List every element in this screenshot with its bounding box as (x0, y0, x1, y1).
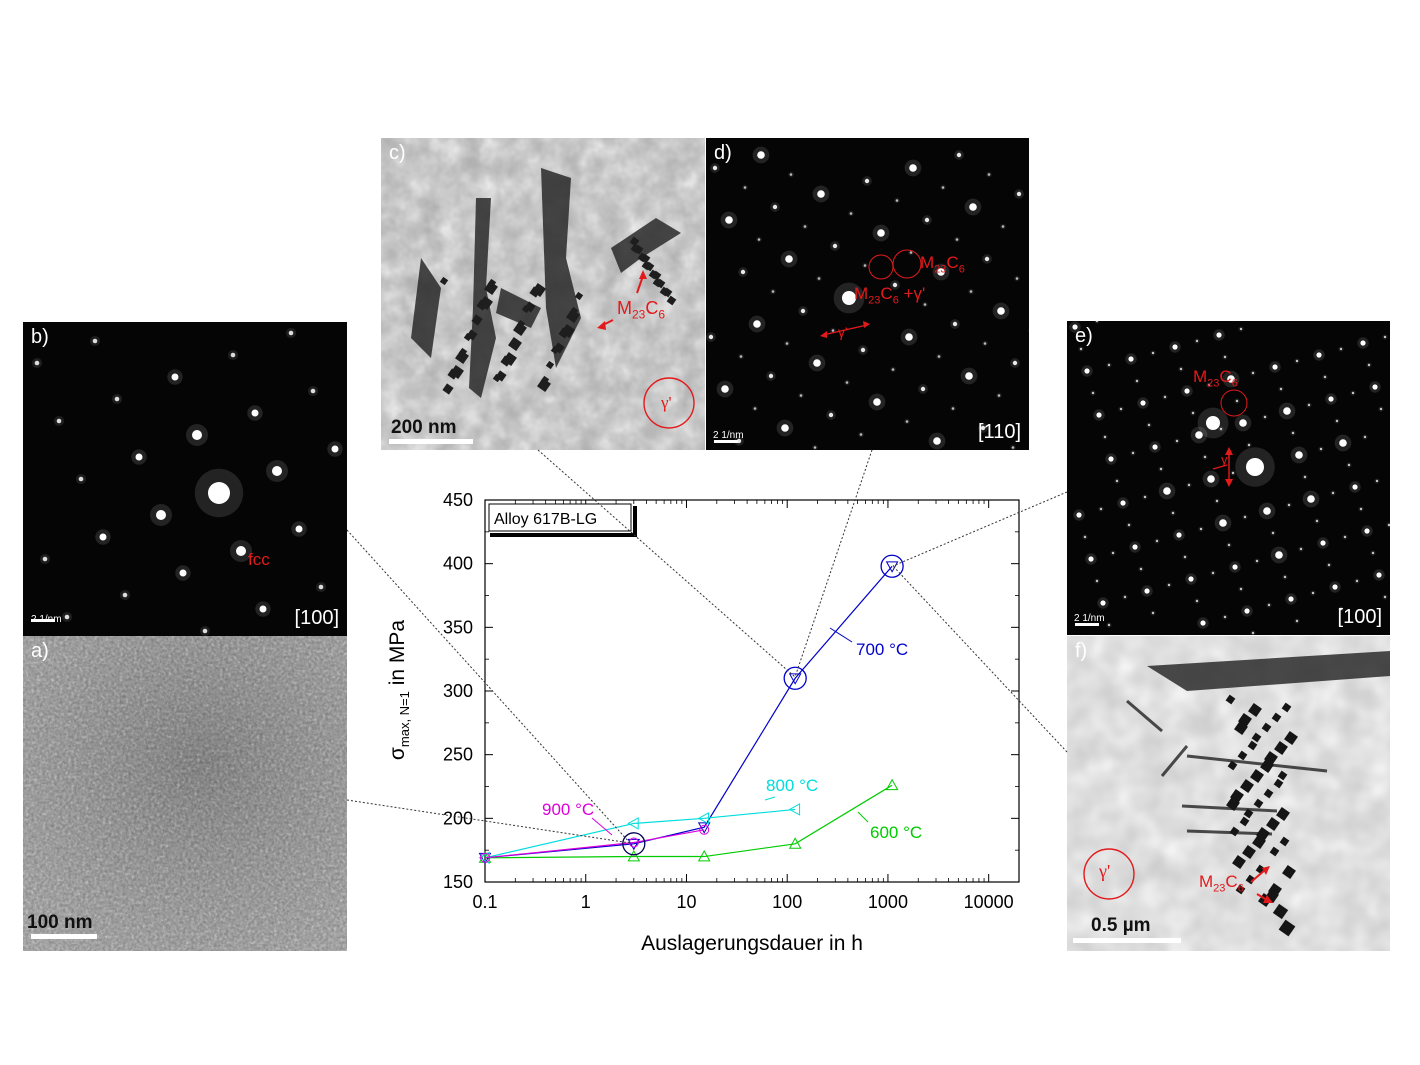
highlight-circle (622, 832, 646, 856)
x-tick-label: 1 (581, 892, 591, 912)
panel-d-diffraction: d) [110] 2 1/nm M23C6 M23C6 +γ' γ' (706, 138, 1029, 450)
annotation-m23c6-gamma-d: M23C6 +γ' (854, 284, 926, 307)
legend-box-text: Alloy 617B-LG (494, 511, 597, 528)
y-tick-label: 300 (443, 681, 473, 701)
series-label-600: 600 °C (870, 823, 922, 842)
annotation-fcc: fcc (248, 550, 270, 569)
y-tick-label: 250 (443, 745, 473, 765)
series-label-700: 700 °C (856, 640, 908, 659)
data-point (480, 852, 490, 863)
data-point (697, 822, 711, 834)
data-point (627, 838, 641, 851)
panel-label-b: b) (31, 326, 49, 348)
data-point (697, 850, 711, 862)
data-point (699, 824, 710, 835)
x-tick-label: 0.1 (472, 892, 497, 912)
y-axis-label: σmax, N=1 in MPa (386, 620, 412, 760)
y-tick-label: 400 (443, 554, 473, 574)
annotation-m23c6-f: M23C6 (1199, 872, 1244, 895)
scale-label-e: 2 1/nm (1074, 613, 1105, 624)
panel-a-micrograph: a) 100 nm (23, 636, 347, 951)
annotation-gamma-prime-c: γ' (661, 393, 672, 412)
scale-label-b: 2 1/nm (31, 614, 62, 625)
data-point (697, 811, 710, 825)
scale-label-c: 200 nm (391, 417, 457, 438)
annotation-m23c6-d: M23C6 (920, 253, 965, 276)
x-tick-label: 10 (676, 892, 696, 912)
panel-e-diffraction: e) [100] 2 1/nm M23C6 γ' (1067, 321, 1390, 635)
panel-b-diffraction: b) [100] 2 1/nm fcc (23, 322, 347, 636)
series-label-800: 800 °C (766, 776, 818, 795)
panel-label-d: d) (714, 142, 732, 164)
scale-label-a: 100 nm (27, 912, 93, 933)
data-point (627, 850, 641, 862)
scale-label-d: 2 1/nm (713, 430, 744, 441)
panel-c-micrograph: c) 200 nm M23C6 γ' (381, 138, 705, 450)
data-point (788, 803, 801, 816)
diffraction-pattern-b (31, 327, 343, 636)
micrograph-f (1067, 636, 1390, 951)
panel-label-a: a) (31, 640, 49, 662)
panel-label-c: c) (389, 142, 406, 164)
panel-label-f: f) (1075, 640, 1088, 662)
y-tick-label: 200 (443, 808, 473, 828)
series-label-900: 900 °C (542, 800, 594, 819)
diffraction-pattern-d (706, 146, 1029, 450)
annotation-m23c6-e: M23C6 (1193, 367, 1238, 390)
annotation-m23c6-c: M23C6 (617, 298, 666, 322)
data-point (627, 817, 639, 830)
data-point (788, 837, 802, 849)
x-tick-label: 100 (772, 892, 802, 912)
y-tick-label: 150 (443, 872, 473, 892)
zone-axis-b: [100] (294, 607, 339, 629)
annotation-gamma-e: γ' (1221, 452, 1230, 467)
micrograph-a (23, 636, 347, 951)
panel-label-e: e) (1075, 325, 1093, 347)
series-line (484, 784, 893, 859)
panel-f-micrograph: f) 0.5 µm M23C6 γ' (1067, 636, 1390, 951)
zone-axis-d: [110] (978, 421, 1021, 443)
data-point (885, 778, 899, 791)
diffraction-pattern-e (1069, 321, 1390, 635)
annotation-gamma-prime-f: γ' (1099, 861, 1111, 881)
plot-area (484, 499, 1020, 883)
y-tick-label: 450 (443, 490, 473, 510)
zone-axis-e: [100] (1337, 606, 1382, 628)
y-tick-label: 350 (443, 617, 473, 637)
annotation-gamma-d: γ' (838, 324, 848, 340)
x-tick-label: 1000 (868, 892, 908, 912)
x-tick-label: 10000 (964, 892, 1014, 912)
x-axis-label: Auslagerungsdauer in h (641, 932, 863, 955)
micrograph-c (381, 138, 705, 450)
scale-label-f: 0.5 µm (1091, 915, 1151, 936)
series-line (484, 829, 705, 859)
